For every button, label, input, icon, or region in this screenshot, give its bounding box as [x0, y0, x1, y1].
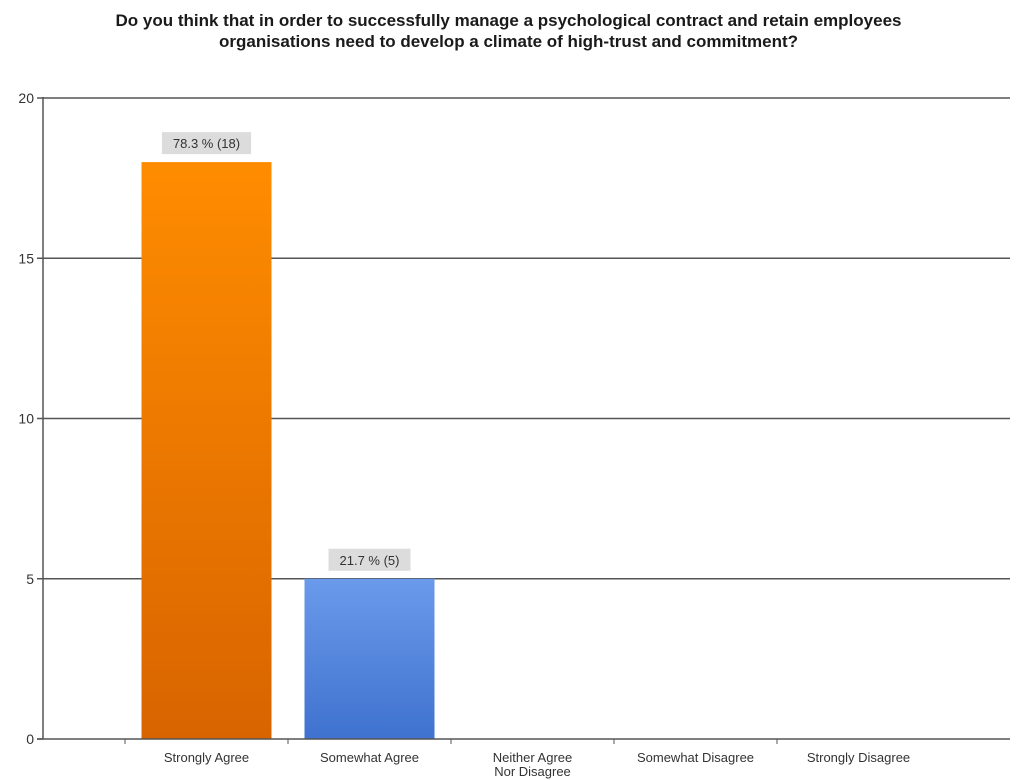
chart-title: Do you think that in order to successful…	[0, 10, 1017, 52]
x-tick-label-3-0: Somewhat Disagree	[637, 750, 754, 765]
bar-0	[141, 162, 272, 740]
labels: 0 5 10 15 20 78.3 % (18) Strongly Agree 21.7 % …	[18, 90, 910, 779]
data-label-bg-0	[161, 132, 252, 155]
y-tick-label-5: 5	[26, 571, 34, 587]
y-tick-label-10: 10	[18, 411, 34, 427]
data-label-1: 21.7 % (5)	[340, 553, 400, 568]
y-tick-label-15: 15	[18, 250, 34, 266]
data-label-bg-1	[328, 548, 411, 571]
chart-title-line-2: organisations need to develop a climate …	[218, 32, 798, 51]
y-tick-label-0: 0	[26, 731, 34, 747]
x-tick-label-2-1: Nor Disagree	[494, 764, 571, 779]
axes	[37, 97, 1010, 744]
y-tick-label-20: 20	[18, 90, 34, 106]
x-tick-label-4-0: Strongly Disagree	[807, 750, 910, 765]
bar-1	[304, 578, 435, 739]
x-tick-label-1-0: Somewhat Agree	[320, 750, 419, 765]
x-tick-label-0-0: Strongly Agree	[164, 750, 249, 765]
x-tick-label-2-0: Neither Agree	[493, 750, 573, 765]
bars	[141, 162, 435, 740]
data-label-0: 78.3 % (18)	[173, 136, 240, 151]
chart-title-line-1: Do you think that in order to successful…	[115, 11, 902, 30]
